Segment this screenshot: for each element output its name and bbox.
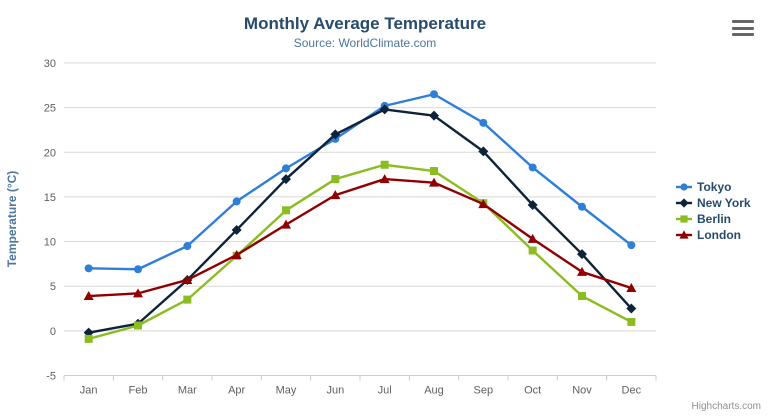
svg-text:Sep: Sep [474,385,494,397]
chart-title: Monthly Average Temperature [243,14,487,33]
svg-text:30: 30 [44,58,56,70]
legend: Tokyo New York Berlin London [676,179,751,243]
svg-text:Mar: Mar [178,385,197,397]
svg-text:Jul: Jul [378,385,392,397]
svg-text:15: 15 [44,192,56,204]
export-menu-icon[interactable] [731,19,755,37]
svg-text:5: 5 [50,281,56,293]
svg-text:Aug: Aug [424,385,444,397]
legend-item-new-york[interactable]: New York [676,195,751,211]
legend-item-berlin[interactable]: Berlin [676,211,751,227]
legend-label: Berlin [697,212,732,226]
series-berlin [84,160,636,343]
legend-marker-square-icon [676,215,692,223]
legend-marker-triangle-icon [676,230,692,239]
legend-marker-diamond-icon [676,198,692,208]
legend-label: New York [697,196,751,210]
hamburger-bar [732,26,754,30]
svg-text:Dec: Dec [622,385,642,397]
legend-item-tokyo[interactable]: Tokyo [676,179,751,195]
chart-subtitle: Source: WorldClimate.com [293,36,437,50]
svg-text:Apr: Apr [228,385,245,397]
legend-label: London [697,228,741,242]
hamburger-bar [732,20,754,23]
y-axis-title: Temperature (°C) [5,170,19,268]
svg-text:Oct: Oct [524,385,541,397]
hamburger-bar [732,33,754,36]
legend-marker-circle-icon [676,183,692,191]
svg-text:25: 25 [44,103,56,115]
svg-text:Jun: Jun [326,385,344,397]
series-london [83,174,637,301]
svg-text:May: May [276,385,297,397]
highcharts-credit-link[interactable]: Highcharts.com [691,401,761,412]
svg-text:Feb: Feb [129,385,148,397]
svg-text:10: 10 [44,237,56,249]
svg-text:Nov: Nov [572,385,592,397]
series-new-york [83,104,637,338]
legend-item-london[interactable]: London [676,227,751,243]
svg-text:Jan: Jan [80,385,98,397]
svg-text:-5: -5 [46,371,56,383]
legend-label: Tokyo [697,180,732,194]
series-tokyo [84,90,636,274]
svg-text:20: 20 [44,147,56,159]
svg-text:0: 0 [50,326,56,338]
